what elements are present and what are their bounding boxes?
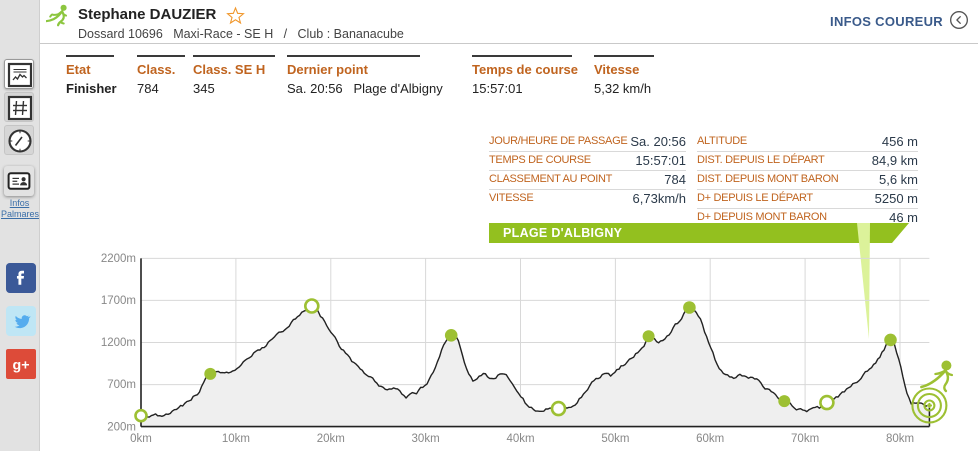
svg-text:1700m: 1700m — [101, 295, 136, 307]
svg-text:80km: 80km — [886, 433, 914, 445]
svg-text:20km: 20km — [317, 433, 345, 445]
svg-text:60km: 60km — [696, 433, 724, 445]
svg-text:g+: g+ — [12, 357, 29, 373]
svg-text:70km: 70km — [791, 433, 819, 445]
svg-text:0km: 0km — [130, 433, 152, 445]
svg-text:1200m: 1200m — [101, 337, 136, 349]
svg-text:10km: 10km — [222, 433, 250, 445]
svg-text:50km: 50km — [601, 433, 629, 445]
svg-text:200m: 200m — [107, 422, 136, 434]
svg-text:30km: 30km — [412, 433, 440, 445]
svg-text:700m: 700m — [107, 379, 136, 391]
svg-text:40km: 40km — [506, 433, 534, 445]
svg-text:2200m: 2200m — [101, 253, 136, 265]
